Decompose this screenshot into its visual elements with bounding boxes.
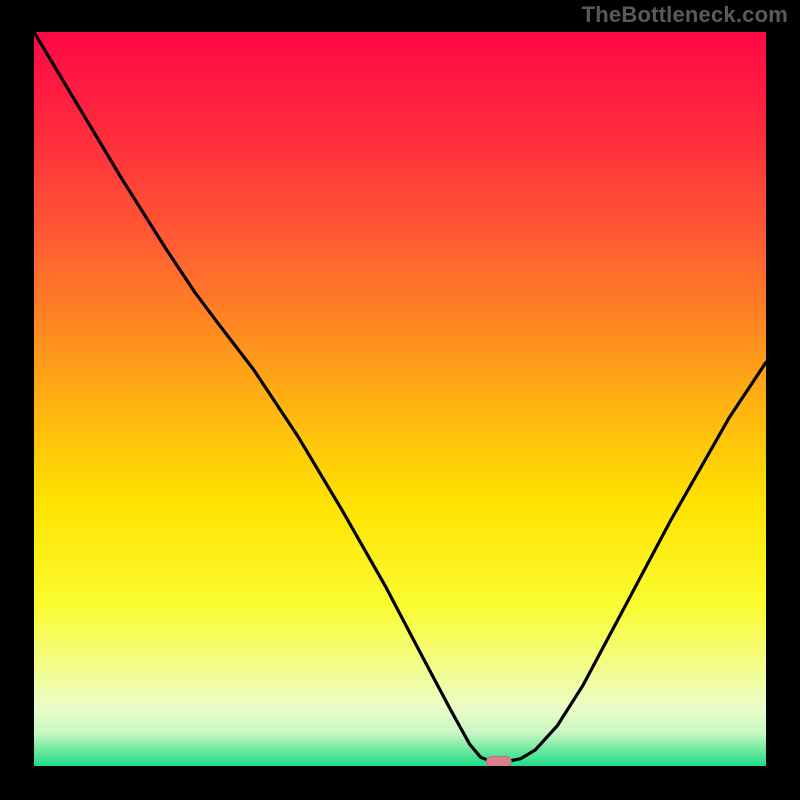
- bottleneck-plot: [34, 32, 766, 766]
- watermark-text: TheBottleneck.com: [582, 2, 788, 28]
- gradient-background: [34, 32, 766, 766]
- optimal-marker: [486, 756, 511, 766]
- chart-frame: { "watermark": { "text": "TheBottleneck.…: [0, 0, 800, 800]
